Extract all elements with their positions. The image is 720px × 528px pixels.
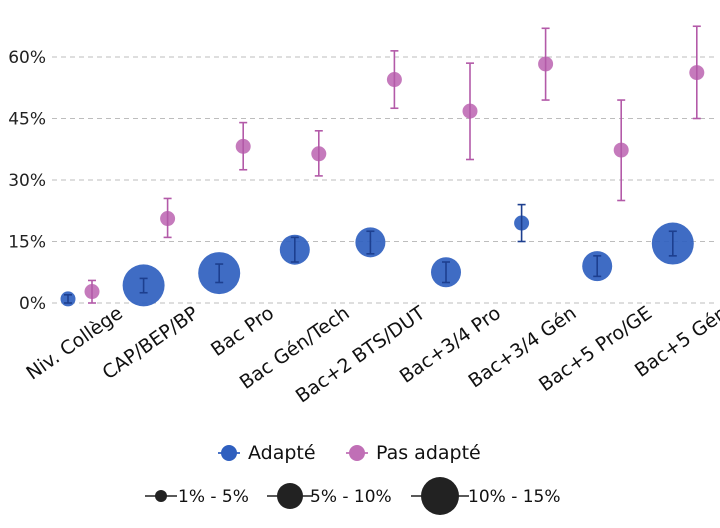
y-tick-label: 0%	[19, 294, 46, 314]
data-point	[462, 62, 478, 161]
y-tick-label: 60%	[8, 48, 46, 68]
legend-label: Adapté	[248, 442, 316, 464]
data-point	[84, 279, 100, 304]
size-legend-item: 5% - 10%	[267, 483, 392, 509]
data-point	[582, 251, 613, 282]
legend-item-pas-adapte: Pas adapté	[346, 442, 481, 464]
data-point	[689, 25, 705, 120]
legend-marker	[221, 445, 237, 461]
size-legend-label: 5% - 10%	[310, 487, 392, 507]
data-point	[279, 234, 310, 265]
data-point	[431, 257, 461, 288]
data-point	[160, 197, 176, 239]
y-tick-label: 15%	[8, 233, 46, 253]
legend: Adapté Pas adapté 1% - 5% 5% - 10% 10% - 15%	[145, 442, 561, 515]
y-tick-label: 45%	[8, 110, 46, 130]
data-point	[355, 227, 386, 258]
size-legend-item: 1% - 5%	[145, 487, 249, 507]
data-point	[198, 252, 241, 295]
legend-label: Pas adapté	[376, 442, 481, 464]
plot-area	[60, 25, 705, 307]
x-tick-label: Bac Pro	[207, 302, 278, 361]
y-tick-label: 30%	[8, 171, 46, 191]
data-point	[311, 130, 327, 177]
legend-marker	[349, 445, 365, 461]
series-adapte	[60, 203, 694, 307]
data-point	[514, 203, 530, 243]
size-legend-label: 1% - 5%	[178, 487, 249, 507]
data-point	[613, 99, 629, 202]
data-point	[122, 264, 165, 307]
legend-item-adapte: Adapté	[218, 442, 316, 464]
data-point	[60, 291, 76, 307]
data-point	[651, 222, 694, 265]
y-axis: 0% 15% 30% 45% 60%	[8, 48, 46, 314]
data-point	[235, 121, 251, 171]
size-legend-item: 10% - 15%	[411, 477, 561, 515]
size-legend-label: 10% - 15%	[468, 487, 561, 507]
x-tick-label: Bac+2 BTS/DUT	[292, 302, 430, 408]
data-point	[386, 50, 402, 110]
data-point	[538, 27, 554, 101]
series-pas-adapte	[84, 25, 705, 304]
grid	[52, 56, 716, 304]
